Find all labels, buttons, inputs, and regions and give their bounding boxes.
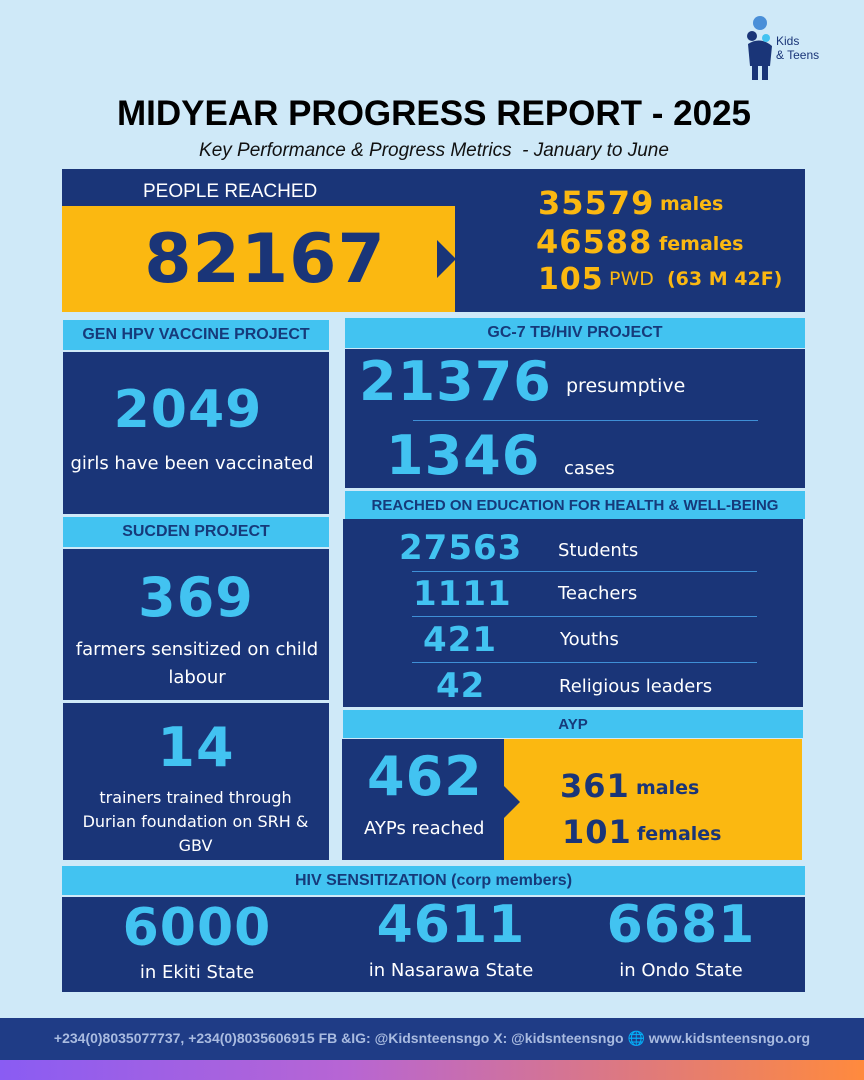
edu-religious-count: 42 (436, 666, 486, 706)
ayp-breakdown-box (504, 739, 802, 860)
ayp-males-label: males (636, 777, 700, 799)
page-subtitle: Key Performance & Progress Metrics - Jan… (199, 140, 669, 161)
pwd-count: 105 (538, 262, 604, 297)
footer-line: +234(0)8035077737, +234(0)8035606915 FB … (0, 1030, 864, 1047)
sucden-text: farmers sensitized on child labour (75, 639, 319, 688)
ayp-arrow (504, 786, 520, 818)
trainers-panel (63, 703, 329, 860)
edu-youths-label: Youths (560, 629, 619, 650)
females-count: 46588 (536, 223, 653, 261)
people-total-box (62, 206, 455, 312)
sucden-number: 369 (138, 566, 254, 629)
trainers-text: trainers trained through Durian foundati… (82, 788, 309, 855)
ayp-number: 462 (367, 745, 483, 808)
arrow-notch (437, 240, 456, 278)
hiv-ondo-label: in Ondo State (619, 960, 743, 981)
edu-youths-count: 421 (423, 620, 497, 660)
hiv-header: HIV SENSITIZATION (corp members) (62, 866, 805, 895)
edu-students-label: Students (558, 540, 639, 561)
hpv-text: girls have been vaccinated (70, 453, 314, 474)
footer-gradient (0, 1060, 864, 1080)
gc7-presumptive-label: presumptive (566, 375, 686, 397)
ayp-females-label: females (637, 823, 722, 845)
ayp-header: AYP (343, 710, 803, 738)
education-panel (343, 519, 803, 707)
gc7-cases-label: cases (564, 458, 615, 479)
logo-text-line2: & Teens (776, 48, 820, 62)
edu-divider-3 (412, 662, 757, 663)
ayp-males-count: 361 (560, 767, 630, 805)
trainers-number: 14 (157, 716, 235, 779)
education-header: REACHED ON EDUCATION FOR HEALTH & WELL-B… (345, 491, 805, 519)
gc7-cases-count: 1346 (386, 424, 541, 487)
hiv-ekiti-count: 6000 (122, 898, 272, 958)
hiv-nasarawa-count: 4611 (376, 895, 526, 955)
footer-contact: +234(0)8035077737, +234(0)8035606915 FB … (53, 1030, 624, 1046)
globe-icon: 🌐 (627, 1030, 645, 1046)
gc7-divider (413, 420, 758, 421)
hpv-panel (63, 352, 329, 514)
edu-students-count: 27563 (399, 528, 523, 568)
edu-divider-2 (412, 616, 757, 617)
page-title: MIDYEAR PROGRESS REPORT - 2025 (116, 94, 752, 133)
males-count: 35579 (538, 184, 655, 222)
hpv-header: GEN HPV VACCINE PROJECT (63, 320, 329, 350)
kids-figure-icon (747, 16, 772, 80)
hiv-ekiti-label: in Ekiti State (139, 962, 255, 983)
gc7-header: GC-7 TB/HIV PROJECT (345, 318, 805, 348)
edu-teachers-label: Teachers (558, 583, 638, 604)
ayp-text: AYPs reached (364, 818, 485, 839)
sucden-header: SUCDEN PROJECT (63, 517, 329, 547)
hpv-number: 2049 (113, 380, 263, 440)
gc7-presumptive-count: 21376 (359, 350, 552, 413)
people-reached-label: PEOPLE REACHED (143, 181, 318, 202)
logo-text-line1: Kids (776, 34, 800, 48)
footer-website[interactable]: www.kidsnteensngo.org (648, 1030, 811, 1046)
pwd-label: PWD (609, 268, 654, 290)
footer-bar (0, 1018, 864, 1060)
hiv-nasarawa-label: in Nasarawa State (368, 960, 534, 981)
ayp-females-count: 101 (562, 813, 632, 851)
logo: Kids & Teens (738, 14, 834, 84)
hiv-ondo-count: 6681 (606, 895, 756, 955)
edu-divider-1 (412, 571, 757, 572)
females-label: females (659, 233, 744, 255)
sucden-panel (63, 549, 329, 700)
hiv-panel (62, 897, 805, 992)
edu-teachers-count: 1111 (413, 574, 512, 614)
people-total: 82167 (144, 220, 386, 299)
edu-religious-label: Religious leaders (559, 676, 713, 697)
gc7-panel (345, 349, 805, 488)
ayp-panel (342, 739, 504, 860)
pwd-detail: (63 M 42F) (667, 268, 783, 290)
males-label: males (660, 193, 724, 215)
